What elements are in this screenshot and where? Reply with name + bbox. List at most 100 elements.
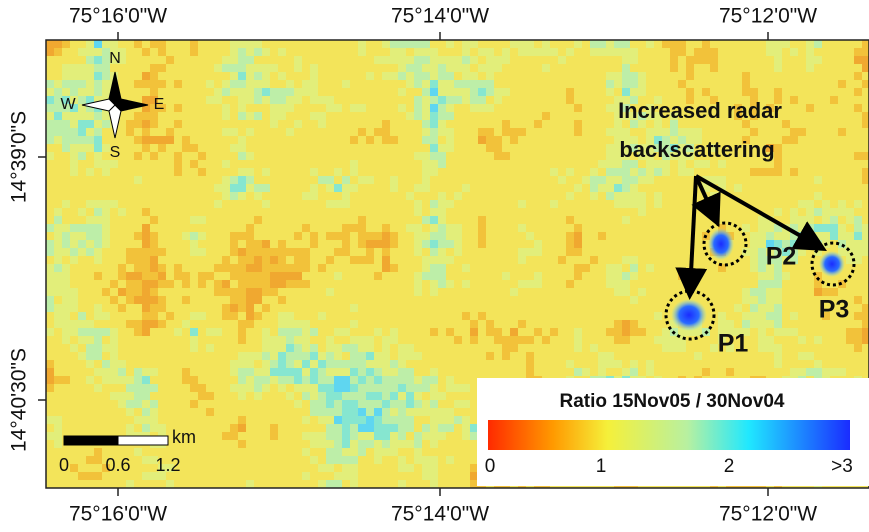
raster-cell [214,176,222,184]
raster-cell [814,160,822,168]
raster-cell [126,368,134,376]
raster-cell [382,336,390,344]
raster-cell [606,72,614,80]
raster-cell [838,184,846,192]
raster-cell [430,240,438,248]
raster-cell [78,304,86,312]
raster-cell [94,88,102,96]
raster-cell [94,232,102,240]
raster-cell [558,336,566,344]
raster-cell [382,160,390,168]
raster-cell [534,56,542,64]
raster-cell [374,424,382,432]
raster-cell [422,328,430,336]
raster-cell [62,120,70,128]
raster-cell [350,48,358,56]
raster-cell [222,112,230,120]
raster-cell [758,48,766,56]
raster-cell [222,408,230,416]
raster-cell [854,120,862,128]
raster-cell [462,176,470,184]
raster-cell [46,168,54,176]
raster-cell [430,184,438,192]
raster-cell [862,336,869,344]
raster-cell [822,88,830,96]
raster-cell [558,216,566,224]
raster-cell [558,40,566,48]
raster-cell [318,208,326,216]
raster-cell [478,152,486,160]
raster-cell [366,248,374,256]
raster-cell [502,40,510,48]
raster-cell [542,80,550,88]
raster-cell [614,248,622,256]
raster-cell [318,320,326,328]
raster-cell [174,232,182,240]
raster-cell [190,48,198,56]
raster-cell [158,208,166,216]
raster-cell [150,408,158,416]
raster-cell [790,192,798,200]
raster-cell [454,424,462,432]
raster-cell [534,232,542,240]
raster-cell [126,376,134,384]
raster-cell [198,280,206,288]
raster-cell [494,48,502,56]
raster-cell [158,280,166,288]
raster-cell [422,40,430,48]
raster-cell [374,416,382,424]
raster-cell [366,128,374,136]
raster-cell [678,360,686,368]
raster-cell [622,272,630,280]
raster-cell [454,368,462,376]
raster-cell [438,336,446,344]
raster-cell [526,320,534,328]
raster-cell [342,56,350,64]
raster-cell [222,160,230,168]
raster-cell [462,184,470,192]
raster-cell [510,264,518,272]
raster-cell [334,360,342,368]
raster-cell [326,56,334,64]
raster-cell [270,192,278,200]
raster-cell [406,368,414,376]
raster-cell [782,296,790,304]
raster-cell [214,112,222,120]
raster-cell [206,400,214,408]
raster-cell [358,48,366,56]
raster-cell [62,136,70,144]
raster-cell [406,352,414,360]
raster-cell [126,264,134,272]
raster-cell [454,408,462,416]
raster-cell [694,256,702,264]
raster-cell [54,160,62,168]
raster-cell [62,280,70,288]
raster-cell [182,104,190,112]
raster-cell [94,416,102,424]
raster-cell [358,184,366,192]
raster-cell [126,360,134,368]
raster-cell [822,56,830,64]
raster-cell [302,248,310,256]
raster-cell [446,112,454,120]
raster-cell [286,304,294,312]
raster-cell [246,336,254,344]
raster-cell [822,48,830,56]
raster-cell [798,360,806,368]
raster-cell [622,296,630,304]
raster-cell [182,144,190,152]
raster-cell [118,304,126,312]
raster-cell [462,296,470,304]
raster-cell [846,112,854,120]
raster-cell [422,256,430,264]
raster-cell [518,200,526,208]
raster-cell [710,88,718,96]
raster-cell [694,368,702,376]
raster-cell [758,296,766,304]
raster-cell [54,248,62,256]
raster-cell [366,56,374,64]
raster-cell [454,312,462,320]
raster-cell [462,40,470,48]
raster-cell [318,416,326,424]
raster-cell [150,80,158,88]
